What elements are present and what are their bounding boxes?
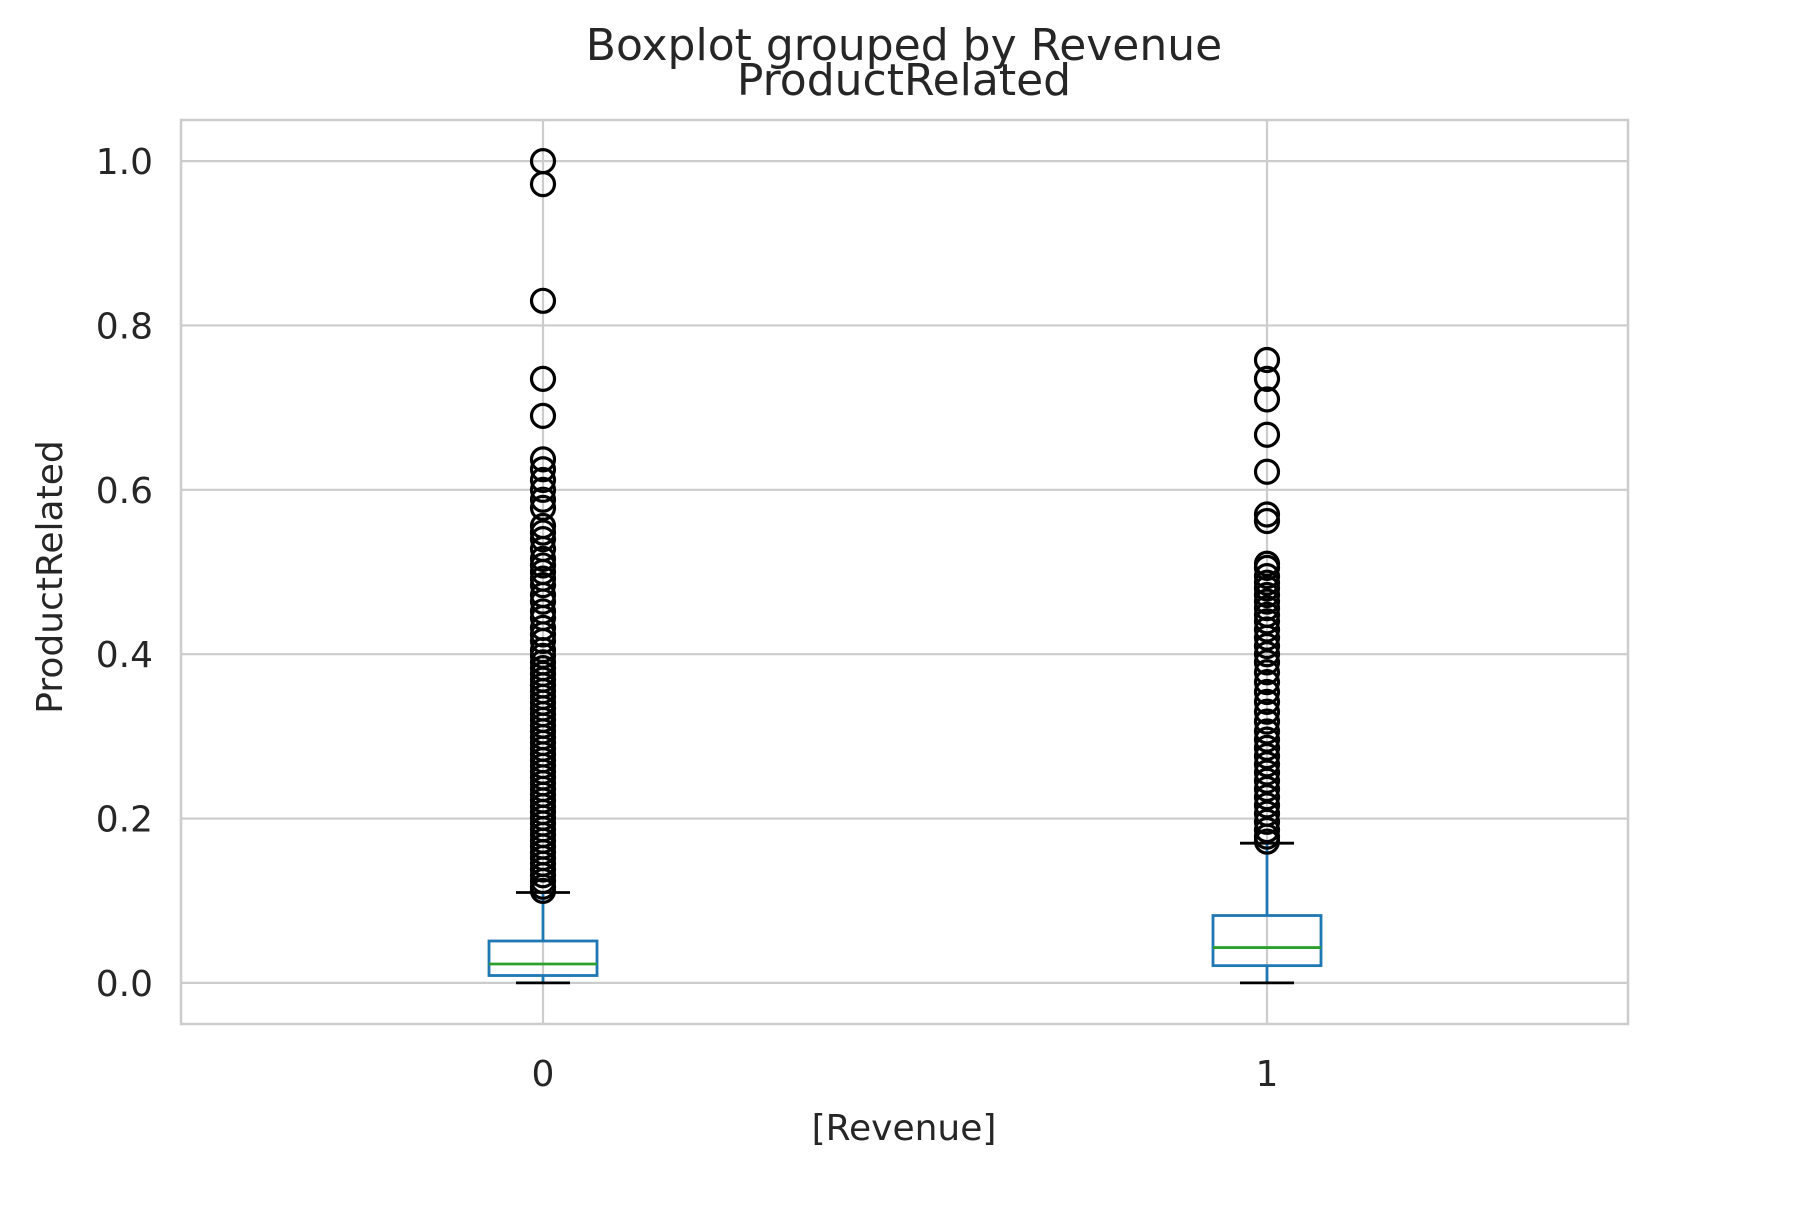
y-tick-label: 0.6 (96, 471, 153, 512)
outlier-point (1253, 751, 1281, 778)
outlier-point (1253, 808, 1281, 835)
outlier-point (529, 519, 557, 546)
outlier-point (1253, 767, 1281, 794)
outlier-point (1253, 507, 1281, 535)
outlier-point (1253, 734, 1281, 761)
tick-layer: 0.0 0.2 0.4 0.6 0.8 1.0 0 1 (96, 142, 1279, 1095)
grid-layer (181, 120, 1628, 1024)
outlier-point (1253, 563, 1281, 590)
figure-suptitle: Boxplot grouped by Revenue (586, 20, 1222, 71)
outlier-point (529, 446, 557, 473)
outlier-point (1253, 575, 1281, 602)
outlier-point (529, 287, 557, 314)
outlier-point (529, 476, 557, 503)
outlier-point (1253, 458, 1281, 485)
axes-title: ProductRelated (737, 55, 1071, 106)
outlier-point (1253, 698, 1281, 725)
outlier-point (529, 456, 557, 483)
outlier-point (1253, 581, 1281, 609)
outlier-point (529, 588, 557, 615)
outlier-point (1253, 386, 1281, 413)
outlier-point (529, 486, 557, 513)
outlier-point (529, 494, 557, 521)
plot-frame (179, 118, 1630, 1026)
outlier-point (529, 466, 557, 494)
outlier-point (529, 552, 557, 579)
x-tick-label: 0 (532, 1054, 555, 1095)
outlier-point (529, 545, 557, 572)
outlier-point (1253, 828, 1281, 855)
outlier-point (529, 572, 557, 599)
outlier-point (529, 365, 557, 392)
outlier-point (1253, 669, 1281, 696)
y-tick-label: 1.0 (96, 142, 153, 183)
iqr-box (1211, 914, 1323, 968)
outlier-point (1253, 365, 1281, 392)
y-tick-label: 0.8 (96, 306, 153, 347)
outlier-point (1253, 718, 1281, 745)
outlier-point (529, 526, 557, 553)
outlier-point (1253, 632, 1281, 660)
outlier-point (1253, 742, 1281, 770)
y-tick-label: 0.4 (96, 635, 153, 676)
outlier-point (1253, 678, 1281, 706)
outlier-point (1253, 624, 1281, 651)
outlier-point (1253, 616, 1281, 643)
outlier-point (1253, 816, 1281, 844)
outlier-point (1253, 346, 1281, 374)
outlier-point (1253, 688, 1281, 715)
y-axis-label: ProductRelated (30, 440, 71, 713)
outlier-point (1253, 421, 1281, 448)
outlier-point (1253, 501, 1281, 528)
box-group (1211, 346, 1323, 985)
outlier-point (1253, 554, 1281, 581)
y-tick-label: 0.0 (96, 964, 153, 1005)
y-tick-label: 0.2 (96, 800, 153, 841)
outlier-point (529, 627, 557, 655)
outlier-point (1253, 775, 1281, 803)
outlier-point (1253, 708, 1281, 735)
box-layer (487, 147, 1323, 985)
outlier-point (529, 171, 557, 198)
outlier-point (1253, 759, 1281, 786)
x-axis-label: [Revenue] (812, 1108, 997, 1149)
x-tick-label: 1 (1256, 1054, 1279, 1095)
iqr-box (487, 939, 599, 977)
outlier-point (1253, 792, 1281, 819)
outlier-point (1253, 784, 1281, 811)
outlier-point (1253, 726, 1281, 753)
outlier-point (529, 621, 557, 648)
outlier-point (1253, 608, 1281, 635)
outlier-point (1253, 649, 1281, 676)
outlier-point (1253, 588, 1281, 615)
outlier-point (1253, 641, 1281, 668)
outlier-point (1253, 659, 1281, 686)
outlier-point (529, 402, 557, 429)
outlier-point (1253, 595, 1281, 622)
box-group (487, 147, 599, 985)
outlier-point (529, 877, 557, 904)
